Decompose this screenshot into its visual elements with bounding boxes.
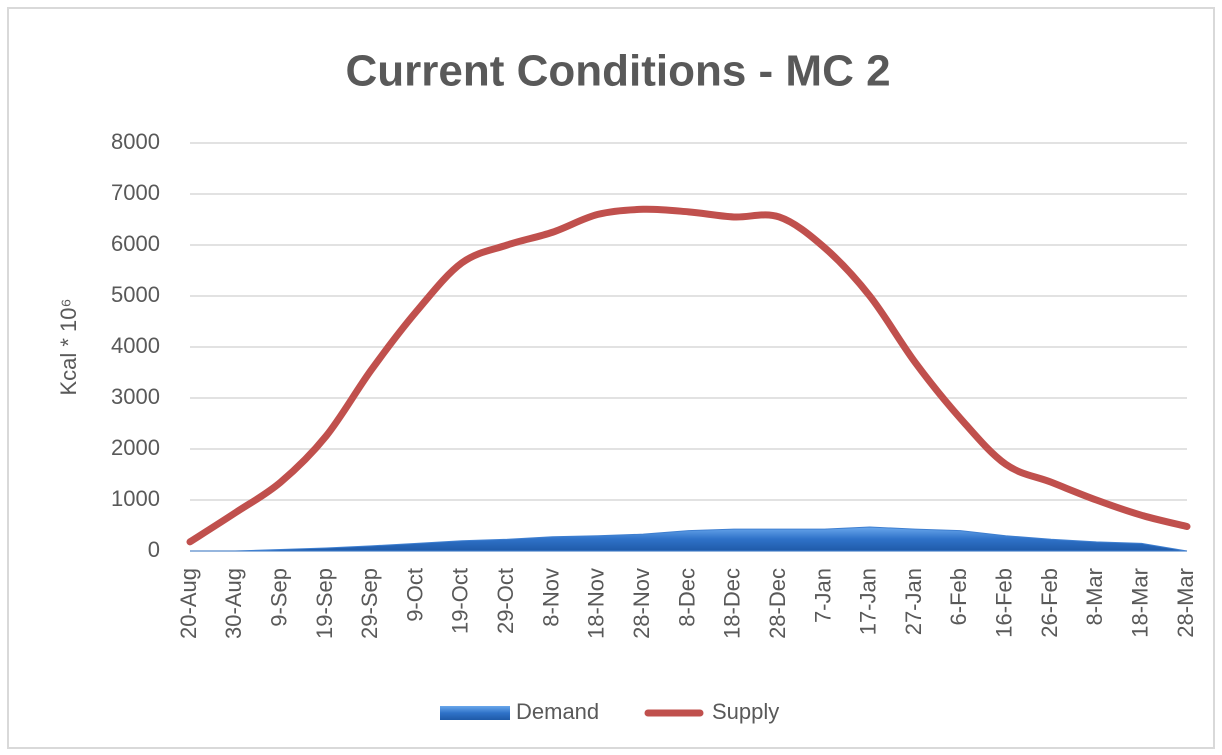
y-tick-label: 0 [148,537,160,562]
y-tick-label: 8000 [111,129,160,154]
x-tick-label: 26-Feb [1037,568,1062,638]
x-tick-label: 18-Mar [1127,568,1152,638]
y-tick-label: 2000 [111,435,160,460]
x-tick-label: 18-Dec [720,568,745,639]
line [186,205,1191,546]
x-tick-label: 8-Mar [1082,568,1107,625]
x-tick-label: 9-Sep [266,568,291,627]
legend-label: Demand [516,699,599,724]
x-tick-label: 8-Nov [538,568,563,627]
x-tick-label: 30-Aug [221,568,246,639]
x-tick-label: 6-Feb [946,568,971,625]
x-tick-label: 16-Feb [992,568,1017,638]
area [190,526,1188,552]
y-tick-label: 4000 [111,333,160,358]
x-tick-label: 8-Dec [674,568,699,627]
y-tick-label: 1000 [111,486,160,511]
x-tick-label: 20-Aug [176,568,201,639]
y-tick-label: 6000 [111,231,160,256]
x-tick-label: 29-Oct [493,568,518,634]
x-tick-label: 27-Jan [901,568,926,635]
x-tick-label: 19-Oct [448,568,473,634]
x-tick-label: 9-Oct [402,568,427,622]
legend-swatch [440,706,510,720]
x-tick-label: 28-Nov [629,568,654,639]
chart-title: Current Conditions - MC 2 [345,47,890,96]
x-tick-label: 28-Mar [1173,568,1198,638]
x-tick-label: 18-Nov [584,568,609,639]
x-tick-label: 17-Jan [856,568,881,635]
y-axis-label: Kcal * 10⁶ [56,298,81,395]
chart-frame [7,7,1215,749]
x-tick-label: 28-Dec [765,568,790,639]
y-tick-label: 3000 [111,384,160,409]
x-tick-label: 19-Sep [312,568,337,639]
x-tick-label: 7-Jan [810,568,835,623]
y-tick-label: 7000 [111,180,160,205]
legend-label: Supply [712,699,779,724]
x-tick-label: 29-Sep [357,568,382,639]
y-tick-label: 5000 [111,282,160,307]
